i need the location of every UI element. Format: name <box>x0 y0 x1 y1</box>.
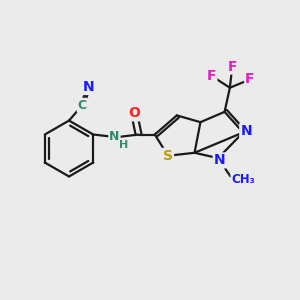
Text: S: S <box>163 149 173 163</box>
Text: F: F <box>227 59 237 74</box>
Text: H: H <box>119 140 128 150</box>
Text: N: N <box>83 80 94 94</box>
Text: F: F <box>207 69 216 83</box>
Text: C: C <box>78 99 87 112</box>
Text: F: F <box>245 73 255 86</box>
Text: N: N <box>109 130 120 143</box>
Text: CH₃: CH₃ <box>231 173 255 186</box>
Text: N: N <box>214 154 225 167</box>
Text: N: N <box>240 124 252 138</box>
Text: O: O <box>128 106 140 120</box>
